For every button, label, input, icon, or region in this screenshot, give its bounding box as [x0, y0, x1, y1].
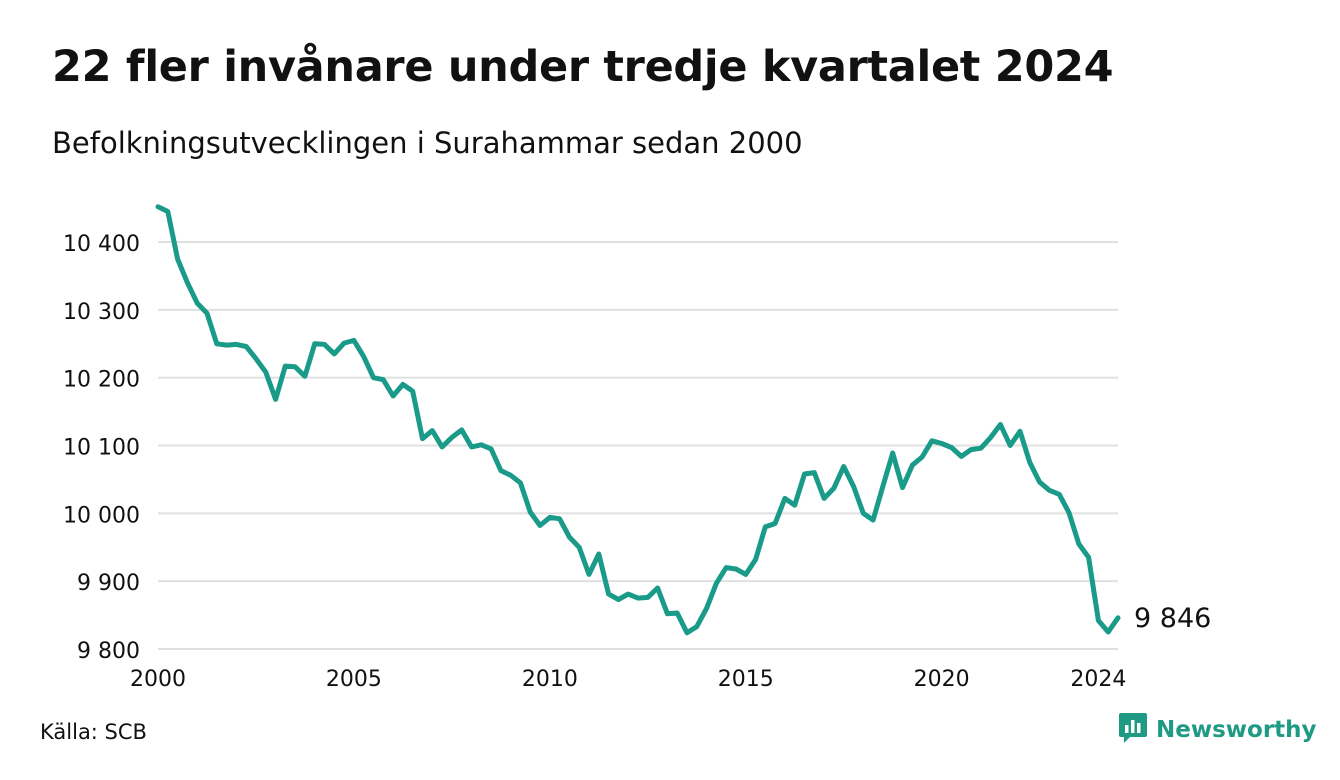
page-title: 22 fler invånare under tredje kvartalet …	[52, 42, 1114, 92]
y-tick-label: 10 400	[63, 232, 140, 257]
x-tick-label: 2005	[326, 667, 382, 692]
x-tick-label: 2024	[1070, 667, 1126, 692]
y-tick-label: 10 000	[63, 503, 140, 528]
series-line	[155, 204, 1121, 636]
y-tick-label: 9 900	[77, 571, 140, 596]
brand-name: Newsworthy	[1156, 717, 1317, 743]
end-label-layer: 9 846	[1134, 603, 1211, 634]
y-tick-label: 10 200	[63, 368, 140, 393]
x-tick-label: 2015	[718, 667, 774, 692]
x-tick-label: 2020	[914, 667, 970, 692]
end-value-label: 9 846	[1134, 603, 1211, 634]
page-subtitle: Befolkningsutvecklingen i Surahammar sed…	[52, 126, 803, 160]
x-axis: 2000 2005 2010 2015 2020 2024	[130, 667, 1126, 692]
y-axis: 9 800 9 900 10 000 10 100 10 200 10 300 10 400	[63, 232, 140, 664]
series-layer	[155, 204, 1121, 636]
x-tick-label: 2000	[130, 667, 186, 692]
source-note: Källa: SCB	[40, 720, 147, 744]
brand[interactable]: Newsworthy	[1118, 712, 1317, 748]
x-tick-label: 2010	[522, 667, 578, 692]
grid-lines	[158, 241, 1118, 650]
y-tick-label: 10 100	[63, 436, 140, 461]
y-tick-label: 10 300	[63, 300, 140, 325]
newsworthy-logo-icon	[1118, 711, 1148, 749]
y-tick-label: 9 800	[77, 639, 140, 664]
